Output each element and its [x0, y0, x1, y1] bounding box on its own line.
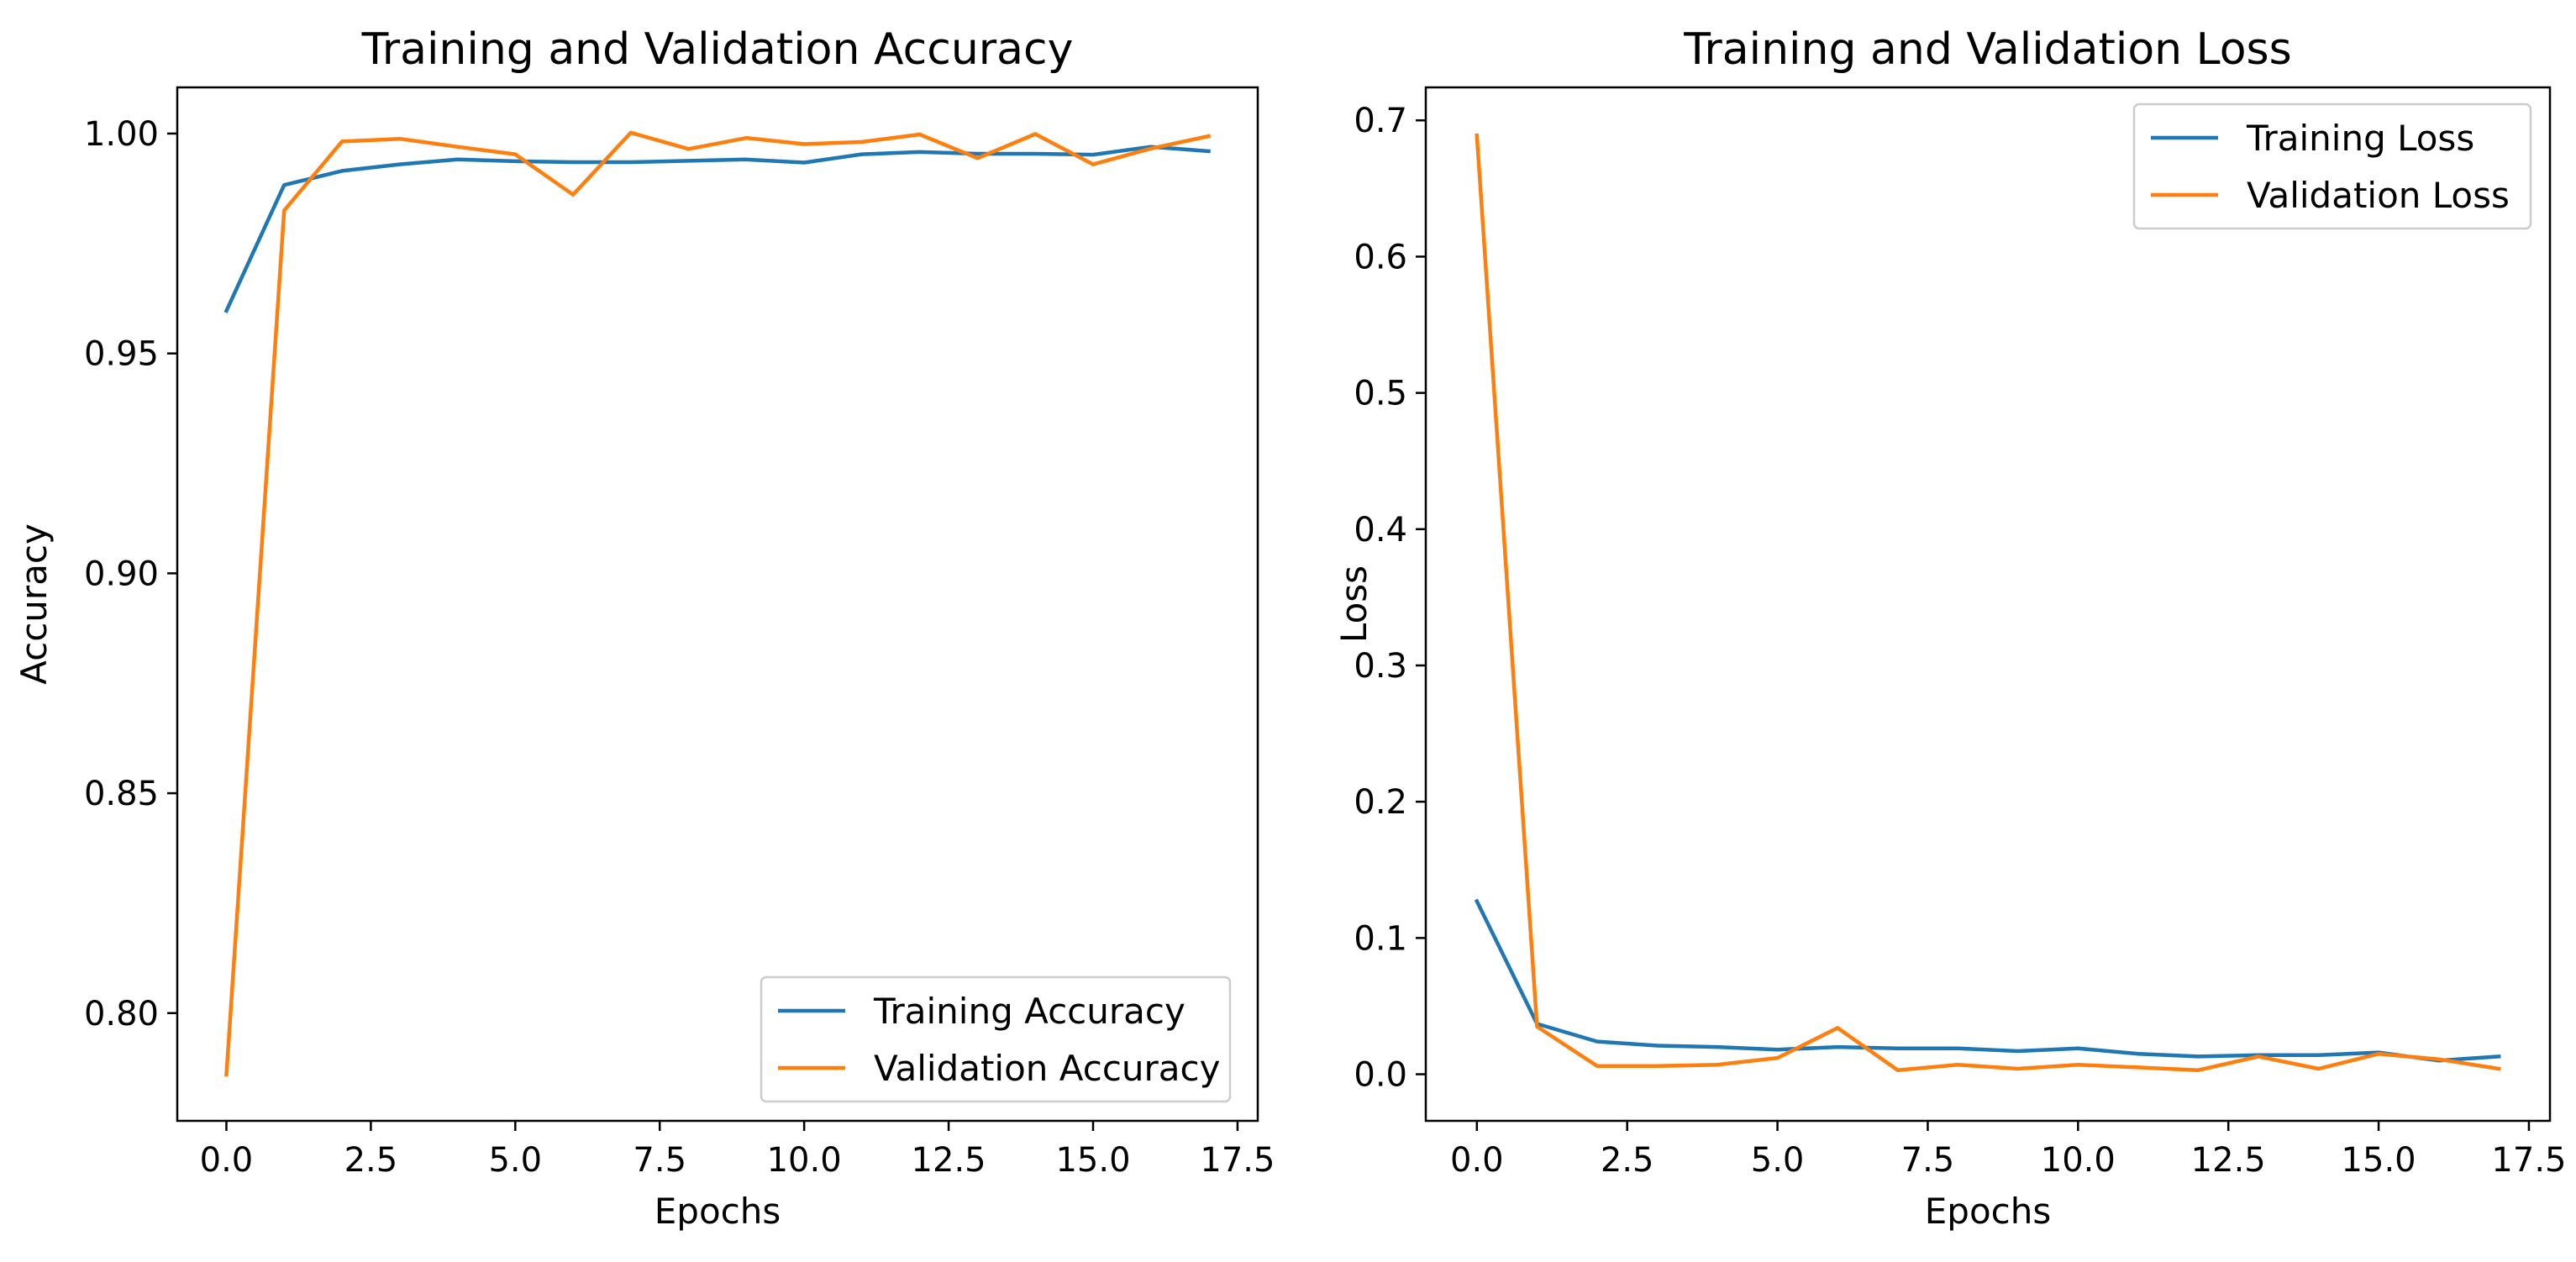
- loss-y-tick-label: 0.3: [1354, 647, 1407, 686]
- loss-legend-box: [2132, 103, 2532, 230]
- loss-x-tick-label: 5.0: [1751, 1141, 1805, 1180]
- loss-x-axis-label: Epochs: [1925, 1191, 2052, 1232]
- accuracy-y-tick-label: 0.85: [84, 775, 159, 813]
- loss-y-tick-label: 0.5: [1354, 375, 1407, 413]
- accuracy-y-tick-label: 0.95: [84, 335, 159, 374]
- accuracy-validation-line: [224, 130, 1212, 1077]
- loss-validation-line: [1475, 133, 2501, 1072]
- loss-chart-title: Training and Validation Loss: [1683, 24, 2291, 75]
- accuracy-y-tick-label: 0.80: [84, 995, 159, 1033]
- loss-x-tick-label: 2.5: [1601, 1141, 1654, 1180]
- accuracy-y-tick-label: 1.00: [84, 115, 159, 154]
- loss-y-tick-label: 0.6: [1354, 238, 1407, 276]
- accuracy-axes-frame: [176, 86, 1259, 1123]
- loss-y-tick-label: 0.7: [1354, 102, 1407, 140]
- accuracy-x-tick-label: 7.5: [633, 1141, 686, 1180]
- loss-x-tick-label: 7.5: [1901, 1141, 1955, 1180]
- loss-y-tick-label: 0.1: [1354, 919, 1407, 958]
- accuracy-legend: Training Accuracy Validation Accuracy: [760, 975, 1232, 1103]
- loss-training-line: [1474, 898, 2501, 1063]
- accuracy-x-tick-label: 17.5: [1200, 1141, 1275, 1180]
- accuracy-legend-label-validation: Validation Accuracy: [874, 1048, 1221, 1089]
- loss-y-tick-label: 0.0: [1354, 1056, 1407, 1095]
- loss-x-tick-label: 10.0: [2041, 1141, 2116, 1180]
- loss-y-axis-label: Loss: [1333, 565, 1375, 643]
- loss-x-tick-label: 15.0: [2342, 1141, 2416, 1180]
- loss-y-tick-label: 0.4: [1354, 511, 1407, 549]
- accuracy-x-axis-label: Epochs: [655, 1191, 781, 1232]
- accuracy-training-line: [223, 145, 1211, 313]
- loss-legend-label-training: Training Loss: [2246, 118, 2474, 159]
- accuracy-x-tick-label: 2.5: [344, 1141, 398, 1180]
- loss-chart: Training and Validation Loss Epochs Loss 0.…: [1333, 24, 2566, 1232]
- accuracy-x-tick-label: 0.0: [200, 1141, 254, 1180]
- accuracy-x-tick-label: 5.0: [488, 1141, 542, 1180]
- accuracy-legend-box: [760, 975, 1232, 1103]
- loss-x-tick-label: 17.5: [2491, 1141, 2566, 1180]
- loss-legend-label-validation: Validation Loss: [2247, 175, 2510, 216]
- accuracy-y-tick-label: 0.90: [84, 555, 159, 593]
- accuracy-chart: Training and Validation Accuracy Epochs Ac…: [13, 24, 1275, 1232]
- loss-x-tick-label: 12.5: [2191, 1141, 2266, 1180]
- accuracy-x-tick-label: 15.0: [1055, 1141, 1130, 1180]
- loss-axes-frame: [1424, 86, 2552, 1123]
- accuracy-y-axis-label: Accuracy: [13, 523, 55, 685]
- accuracy-x-tick-label: 12.5: [912, 1141, 986, 1180]
- loss-legend: Training Loss Validation Loss: [2132, 103, 2532, 230]
- loss-x-tick-label: 0.0: [1450, 1141, 1504, 1180]
- accuracy-legend-label-training: Training Accuracy: [873, 991, 1185, 1032]
- accuracy-chart-title: Training and Validation Accuracy: [361, 24, 1074, 75]
- loss-y-tick-label: 0.2: [1354, 783, 1407, 822]
- accuracy-x-tick-label: 10.0: [767, 1141, 842, 1180]
